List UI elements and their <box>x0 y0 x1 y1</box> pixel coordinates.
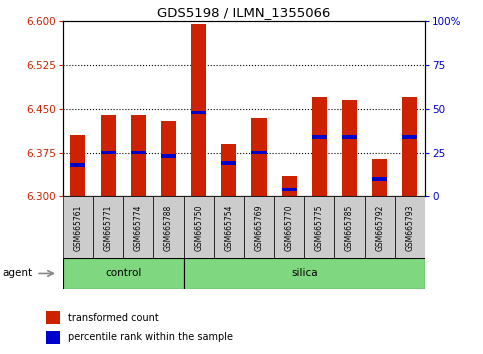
Bar <box>274 196 304 258</box>
Bar <box>46 312 60 324</box>
Text: GSM665775: GSM665775 <box>315 204 324 251</box>
Bar <box>395 196 425 258</box>
Text: GSM665754: GSM665754 <box>224 204 233 251</box>
Bar <box>100 115 115 196</box>
Bar <box>282 176 297 196</box>
Text: GSM665769: GSM665769 <box>255 204 264 251</box>
Bar <box>191 24 206 196</box>
Bar <box>123 196 154 258</box>
Bar <box>131 151 146 154</box>
Text: control: control <box>105 268 142 279</box>
Bar <box>154 196 184 258</box>
Text: GSM665774: GSM665774 <box>134 204 143 251</box>
Text: GSM665750: GSM665750 <box>194 204 203 251</box>
Text: agent: agent <box>2 268 32 279</box>
Bar <box>63 258 184 289</box>
Bar <box>304 196 334 258</box>
Text: percentile rank within the sample: percentile rank within the sample <box>68 332 233 342</box>
Title: GDS5198 / ILMN_1355066: GDS5198 / ILMN_1355066 <box>157 6 330 19</box>
Text: GSM665792: GSM665792 <box>375 204 384 251</box>
Bar <box>71 135 85 196</box>
Bar <box>342 100 357 196</box>
Bar <box>191 110 206 114</box>
Text: silica: silica <box>291 268 318 279</box>
Bar <box>372 177 387 181</box>
Bar <box>63 196 93 258</box>
Bar <box>342 135 357 139</box>
Text: transformed count: transformed count <box>68 313 158 323</box>
Bar <box>161 154 176 158</box>
Bar <box>402 135 417 139</box>
Bar <box>334 196 365 258</box>
Bar <box>282 188 297 191</box>
Bar <box>252 151 267 154</box>
Text: GSM665761: GSM665761 <box>73 204 83 251</box>
Bar <box>93 196 123 258</box>
Bar <box>221 161 236 165</box>
Bar <box>221 144 236 196</box>
Bar <box>312 97 327 196</box>
Bar <box>244 196 274 258</box>
Text: GSM665793: GSM665793 <box>405 204 414 251</box>
Bar <box>372 159 387 196</box>
Bar <box>213 196 244 258</box>
Bar <box>365 196 395 258</box>
Text: GSM665785: GSM665785 <box>345 204 354 251</box>
Bar <box>402 97 417 196</box>
Bar <box>252 118 267 196</box>
Bar <box>71 163 85 167</box>
Bar <box>131 115 146 196</box>
Bar <box>184 196 213 258</box>
Text: GSM665771: GSM665771 <box>103 204 113 251</box>
Bar <box>46 331 60 343</box>
Bar <box>161 121 176 196</box>
Text: GSM665788: GSM665788 <box>164 204 173 251</box>
Bar <box>100 151 115 154</box>
Text: GSM665770: GSM665770 <box>284 204 294 251</box>
Bar <box>184 258 425 289</box>
Bar <box>312 135 327 139</box>
